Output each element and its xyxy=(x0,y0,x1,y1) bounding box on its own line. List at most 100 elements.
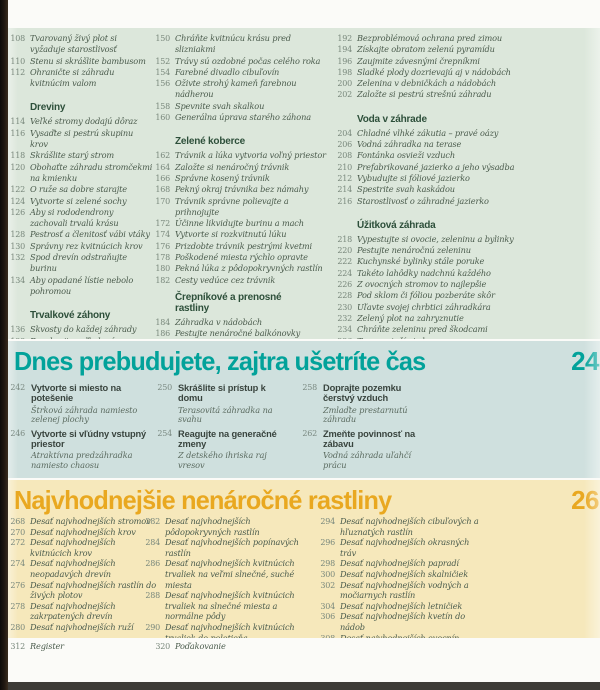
toc-page-number: 272 xyxy=(10,538,25,548)
toc-page-number: 124 xyxy=(10,196,25,206)
page-bottom-edge xyxy=(0,682,600,690)
toc-page-number: 288 xyxy=(145,591,160,601)
toc-page-number: 132 xyxy=(10,253,25,263)
toc-entry-title: Desať najvhodnejších ovocnín xyxy=(340,632,460,638)
toc-entry-title: Starostlivosť o záhradné jazierko xyxy=(357,195,489,206)
toc-entry-title: Uľavte svojej chrbtici záhradkára xyxy=(357,301,491,312)
toc-section-header: Trvalkové záhony xyxy=(30,310,111,322)
toc-footer: 312 Register 320 Poďakovanie xyxy=(8,641,428,657)
toc-entry-title: Desať najvhodnejších papradí xyxy=(340,558,459,569)
chapter-entry-title: Skrášlite si prístup k domu xyxy=(178,383,266,404)
chapter-entry-body: Vytvorte si miesto na potešenie Štrková … xyxy=(31,383,158,425)
toc-entry-title: Kuchynské bylinky stále poruke xyxy=(357,256,485,267)
toc-entry-title: Poďakovanie xyxy=(175,641,226,651)
toc-entry-title: Desať najvhodnejších kvitnúcich trvaliek… xyxy=(165,621,295,638)
toc-row: 110 Stenu si skrášlite bambusom xyxy=(8,56,153,67)
toc-row: 232 Zelený plot na zahryznutie xyxy=(335,313,575,324)
toc-entry-title: Desať najvhodnejších kvitnúcich trvaliek… xyxy=(165,590,295,622)
toc-page-number: 186 xyxy=(155,329,170,339)
toc-row: 216 Starostlivosť o záhradné jazierko xyxy=(335,196,575,207)
toc-row: 124 Vytvorte si zelené sochy xyxy=(8,196,153,207)
toc-row: 170 Trávnik správne polievajte a prihnoj… xyxy=(153,196,333,219)
chapter-start-page: 26 xyxy=(571,485,599,515)
toc-page-number: 300 xyxy=(320,569,335,579)
toc-page-number: 164 xyxy=(155,162,170,172)
toc-column-1: 108 Tvarovaný živý plot si vyžaduje star… xyxy=(8,33,153,339)
toc-page-number: 224 xyxy=(337,268,352,278)
toc-row: 272 Desať najvhodnejších kvitnúcich krov xyxy=(8,537,158,558)
chapter-start-page: 24 xyxy=(571,346,599,376)
chapter-entry-title: Vytvorte si miesto na potešenie xyxy=(31,383,122,404)
toc-page-number: 134 xyxy=(10,275,25,285)
toc-row: 276 Desať najvhodnejších rastlín do živý… xyxy=(8,580,158,601)
toc-page-number: 170 xyxy=(155,196,170,206)
toc-page-number: 154 xyxy=(155,67,170,77)
toc-entry-title: Vybudujte si fóliové jazierko xyxy=(357,172,470,183)
toc-page-number: 192 xyxy=(337,34,352,43)
toc-row: Trvalkové záhony xyxy=(30,303,153,322)
toc-page-number: 194 xyxy=(337,45,352,55)
toc-row: 288 Desať najvhodnejších kvitnúcich trva… xyxy=(143,590,315,622)
toc-page-number: 204 xyxy=(337,128,352,138)
chapter-entry-body: Zmeňte povinnosť na zábavu Vodná záhrada… xyxy=(323,429,435,471)
toc-page-number: 250 xyxy=(157,383,172,392)
toc-entry-title: Prizdobte trávnik pestrými kvetmi xyxy=(175,240,312,251)
toc-page-number: 312 xyxy=(10,642,25,651)
toc-entry-title: Generálna úprava starého záhona xyxy=(175,112,311,123)
chapter-entry-subtitle: Z detského ihriska raj vresov xyxy=(178,450,267,470)
chapter-entry-subtitle: Štrková záhrada namiesto zelenej plochy xyxy=(31,404,138,425)
toc-page-number: 262 xyxy=(302,428,317,438)
toc-row: Dreviny xyxy=(30,95,153,114)
toc-entry-title: Ohraničte si záhradu kvitnúcim valom xyxy=(30,66,115,89)
toc-entry-title: Správny rez kvitnúcich krov xyxy=(30,240,143,251)
toc-page-number: 174 xyxy=(155,230,170,240)
toc-page-number: 212 xyxy=(337,173,352,183)
toc-entry-title: Spestrite svah kaskádou xyxy=(357,184,455,195)
toc-row: 278 Desať najvhodnejších zakrpatených dr… xyxy=(8,601,158,622)
toc-page-number: 284 xyxy=(145,538,160,548)
toc-row: 208 Fontánka osvieži vzduch xyxy=(335,150,575,161)
toc-page-number: 270 xyxy=(10,527,25,537)
toc-page-number: 216 xyxy=(337,196,352,206)
toc-page-number: 150 xyxy=(155,34,170,43)
toc-entry-title: Zaujmite závesnými črepníkmi xyxy=(357,55,480,66)
toc-row: 138 Rozohrajte veľkolepú prehliadku xyxy=(8,336,153,339)
toc-entry-title: Pestujte nenáročnú zeleninu xyxy=(357,245,471,256)
toc-page-number: 298 xyxy=(320,559,335,569)
plants-column-2: 282 Desať najvhodnejších pôdopokryvných … xyxy=(143,516,315,638)
toc-entry-title: Vysaďte si pestrú skupinu krov xyxy=(30,127,134,150)
toc-page-number: 120 xyxy=(10,162,25,172)
toc-entry-title: Trávy sú ozdobné počas celého roka xyxy=(175,55,321,66)
toc-page-number: 110 xyxy=(10,56,25,66)
chapter-entry: 242 Vytvorte si miesto na potešenie Štrk… xyxy=(8,383,158,425)
toc-entry-title: Desať najvhodnejších rastlín do živých p… xyxy=(30,579,157,601)
toc-row: 158 Spevnite svah skalkou xyxy=(153,101,333,112)
toc-page-number: 232 xyxy=(337,313,352,323)
chapter-entry-subtitle: Atraktívna predzáhradka namiesto chaosu xyxy=(31,450,133,470)
toc-page-number: 180 xyxy=(155,264,170,274)
toc-entry-title: Cesty vedúce cez trávnik xyxy=(175,274,276,285)
toc-page-number: 306 xyxy=(320,612,335,622)
toc-entry-title: Spevnite svah skalkou xyxy=(175,100,265,111)
toc-page-number: 208 xyxy=(337,151,352,161)
toc-entry-title: Pekná lúka z pôdopokryvných rastlín xyxy=(175,263,323,274)
toc-page-number: 158 xyxy=(155,101,170,111)
toc-row: 320 Poďakovanie xyxy=(153,641,226,652)
toc-page-number: 176 xyxy=(155,241,170,251)
toc-page-number: 126 xyxy=(10,207,25,217)
toc-row: Črepníkové a prenosné rastliny xyxy=(175,292,333,315)
toc-page-number: 138 xyxy=(8,337,25,339)
toc-page-number: 122 xyxy=(10,185,25,195)
toc-row: 214 Spestrite svah kaskádou xyxy=(335,184,575,195)
toc-page-number: 168 xyxy=(155,185,170,195)
toc-entry-title: Desať najvhodnejších popínavých rastlín xyxy=(165,537,299,558)
toc-page-number: 230 xyxy=(337,302,352,312)
chapter-entry-subtitle: Terasovitá záhradka na svahu xyxy=(178,404,273,425)
toc-row: 130 Správny rez kvitnúcich krov xyxy=(8,241,153,252)
toc-row: 172 Účinne likvidujte burinu a mach xyxy=(153,218,333,229)
toc-entry-title: Zelený plot na zahryznutie xyxy=(357,312,464,323)
toc-entry-title: Záhradka v nádobách xyxy=(175,316,263,327)
toc-entry-title: Vypestujte si ovocie, zeleninu a bylinky xyxy=(357,233,514,244)
toc-row: 176 Prizdobte trávnik pestrými kvetmi xyxy=(153,241,333,252)
chapter-band-plants: Najvhodnejšie nenáročné rastliny 26 268 … xyxy=(8,480,600,638)
